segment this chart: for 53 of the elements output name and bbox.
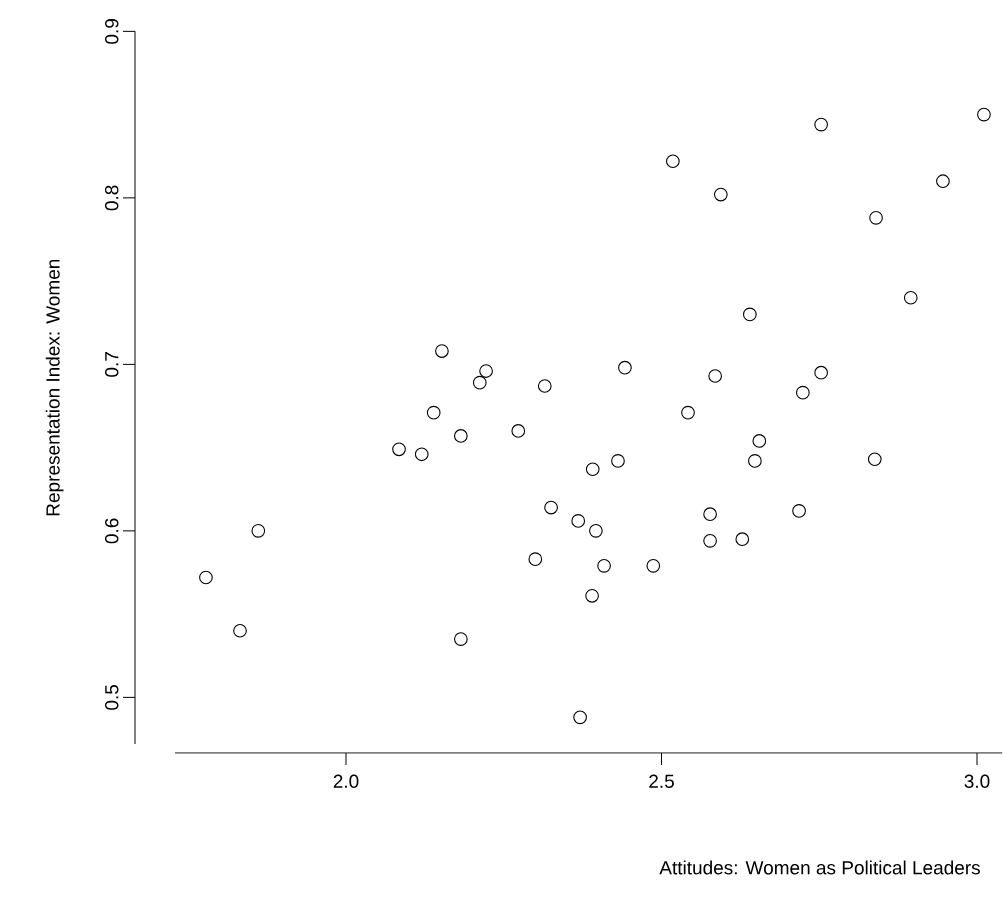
point [426, 405, 441, 420]
point [752, 434, 767, 448]
point [713, 187, 728, 202]
point [573, 710, 587, 725]
point [646, 558, 661, 573]
y-axis-title: Representation Index: Women [45, 259, 64, 516]
point [435, 344, 449, 358]
point [392, 442, 406, 457]
point [589, 524, 603, 538]
x-tick-label: 3.0 [964, 774, 990, 788]
point [454, 429, 468, 443]
point [703, 534, 717, 548]
point [743, 307, 757, 322]
x-tick-label: 2.5 [649, 774, 674, 788]
point [479, 364, 493, 378]
y-tick-label: 0.8 [105, 185, 119, 211]
x-tick-label: 2.0 [333, 774, 359, 788]
point [571, 514, 586, 528]
point [511, 424, 526, 438]
point [748, 454, 762, 468]
point [199, 570, 213, 585]
point [903, 290, 918, 305]
point [618, 360, 632, 375]
y-tick-label: 0.5 [105, 684, 119, 710]
point [703, 507, 717, 522]
point [414, 447, 429, 462]
point [666, 154, 680, 169]
y-tick-label: 0.6 [105, 518, 119, 544]
point [869, 211, 883, 225]
point [585, 462, 600, 477]
point [735, 532, 750, 547]
point [472, 375, 487, 390]
point [454, 632, 468, 646]
point [977, 107, 991, 122]
point [708, 369, 722, 383]
y-tick-label: 0.9 [105, 19, 119, 44]
point [233, 623, 247, 638]
point [792, 504, 806, 518]
point [537, 379, 552, 393]
point [814, 365, 828, 380]
y-tick-label: 0.7 [105, 352, 119, 377]
point [251, 524, 266, 538]
point [796, 385, 810, 400]
point [867, 452, 882, 467]
point [681, 405, 695, 420]
point [814, 117, 828, 132]
point [597, 558, 611, 573]
point [544, 500, 558, 515]
point [936, 174, 950, 189]
point [611, 454, 625, 468]
point [585, 588, 599, 603]
point [528, 552, 543, 567]
x-axis-title: Attitudes: Women as Political Leaders [659, 860, 980, 875]
